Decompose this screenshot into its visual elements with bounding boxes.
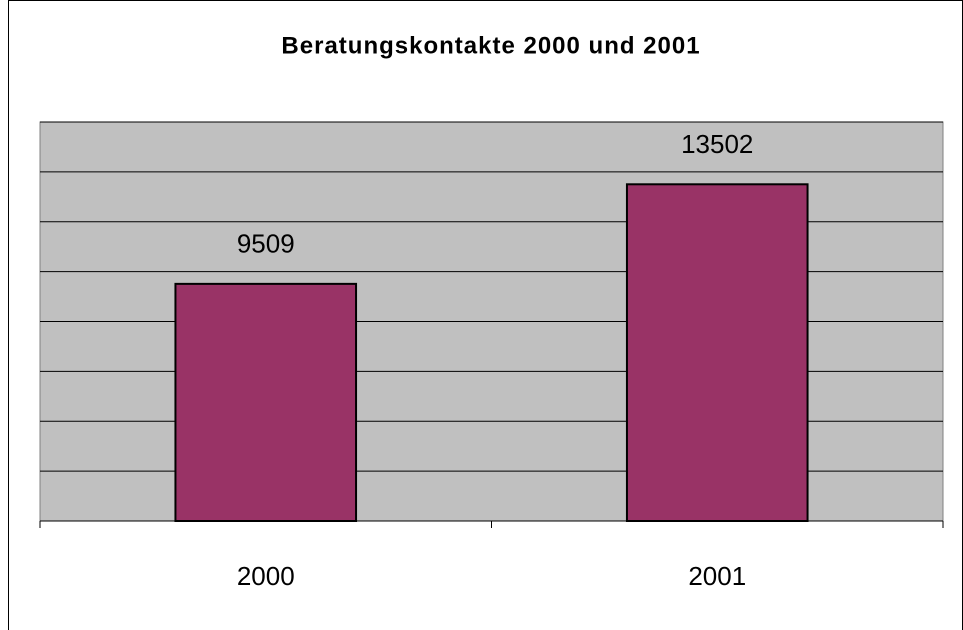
bar: [174, 282, 358, 523]
x-tick-label: 2000: [237, 561, 295, 591]
value-label: 9509: [237, 229, 295, 259]
bar: [625, 183, 809, 522]
x-tick-label: 2001: [688, 561, 746, 591]
value-label: 13502: [681, 129, 753, 159]
chart-title: Beratungskontakte 2000 und 2001: [281, 32, 700, 59]
